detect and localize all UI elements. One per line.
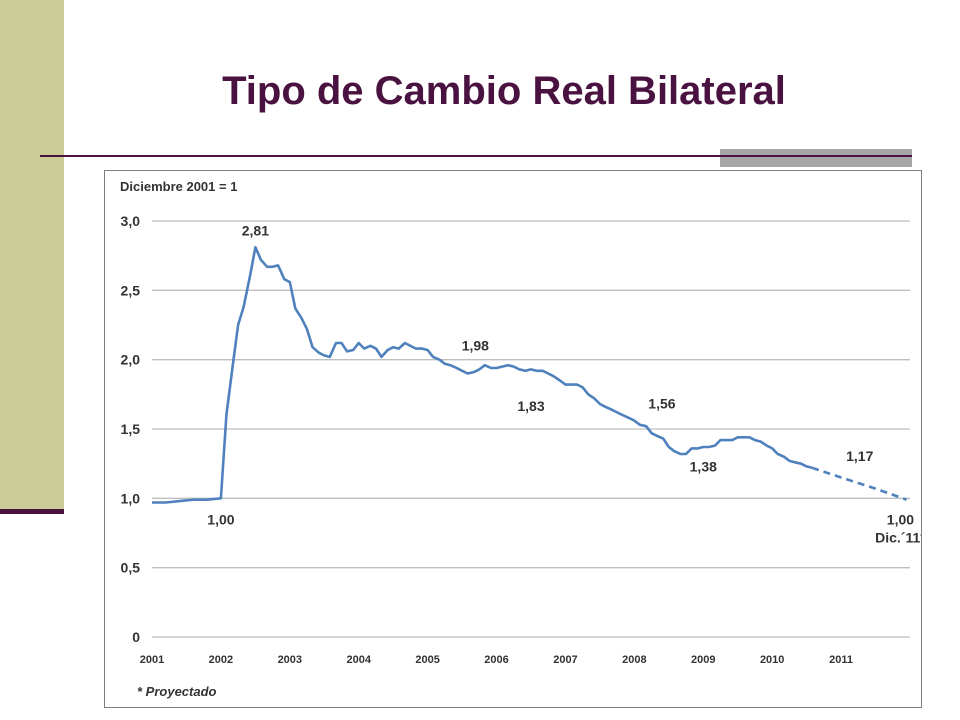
data-label: 1,56 [648, 396, 675, 412]
data-annotations: 2,81 1,00 1,98 1,83 1,56 1,38 1,17 1,00 Dic.´11* [207, 222, 921, 545]
y-axis-ticks: 0 0,5 1,0 1,5 2,0 2,5 3,0 [121, 213, 141, 645]
x-tick-label: 2004 [346, 654, 371, 666]
x-tick-label: 2008 [622, 654, 646, 666]
title-underline-accent [720, 149, 912, 167]
line-chart: 0 0,5 1,0 1,5 2,0 2,5 3,0 2001 2002 2003 2004 2005… [120, 179, 921, 699]
title-underline [40, 155, 912, 157]
y-tick-label: 0,5 [121, 560, 141, 576]
y-tick-label: 3,0 [121, 213, 141, 229]
data-label: 1,38 [690, 459, 717, 475]
x-axis-ticks: 2001 2002 2003 2004 2005 2006 2007 2008 2009 2010… [140, 654, 853, 666]
data-label: Dic.´11* [875, 529, 921, 545]
y-tick-label: 1,5 [121, 421, 141, 437]
series-lines [152, 246, 908, 504]
x-tick-label: 2003 [278, 654, 302, 666]
x-tick-label: 2010 [760, 654, 784, 666]
x-tick-label: 2009 [691, 654, 715, 666]
data-label: 1,00 [887, 511, 914, 527]
data-label: 1,98 [462, 337, 489, 353]
x-tick-label: 2002 [209, 654, 233, 666]
x-tick-label: 2007 [553, 654, 577, 666]
y-tick-label: 0 [132, 629, 140, 645]
y-tick-label: 2,0 [121, 352, 141, 368]
data-label: 1,83 [517, 398, 544, 414]
data-label: 2,81 [242, 222, 269, 238]
data-label: 1,17 [846, 448, 873, 464]
series-line [152, 246, 813, 504]
chart-footnote: * Proyectado [137, 684, 217, 699]
chart-frame: 0 0,5 1,0 1,5 2,0 2,5 3,0 2001 2002 2003 2004 2005… [104, 170, 922, 708]
x-tick-label: 2001 [140, 654, 164, 666]
x-tick-label: 2011 [829, 654, 853, 666]
chart-subtitle: Diciembre 2001 = 1 [120, 179, 237, 194]
x-tick-label: 2005 [415, 654, 439, 666]
x-tick-label: 2006 [484, 654, 508, 666]
projected-series-line [811, 466, 908, 501]
y-tick-label: 2,5 [121, 282, 141, 298]
data-label: 1,00 [207, 511, 234, 527]
slide-title: Tipo de Cambio Real Bilateral [222, 69, 786, 113]
grid-lines [152, 220, 910, 638]
sidebar-base-line [0, 509, 64, 514]
y-tick-label: 1,0 [121, 490, 141, 506]
sidebar-decoration [0, 0, 64, 512]
